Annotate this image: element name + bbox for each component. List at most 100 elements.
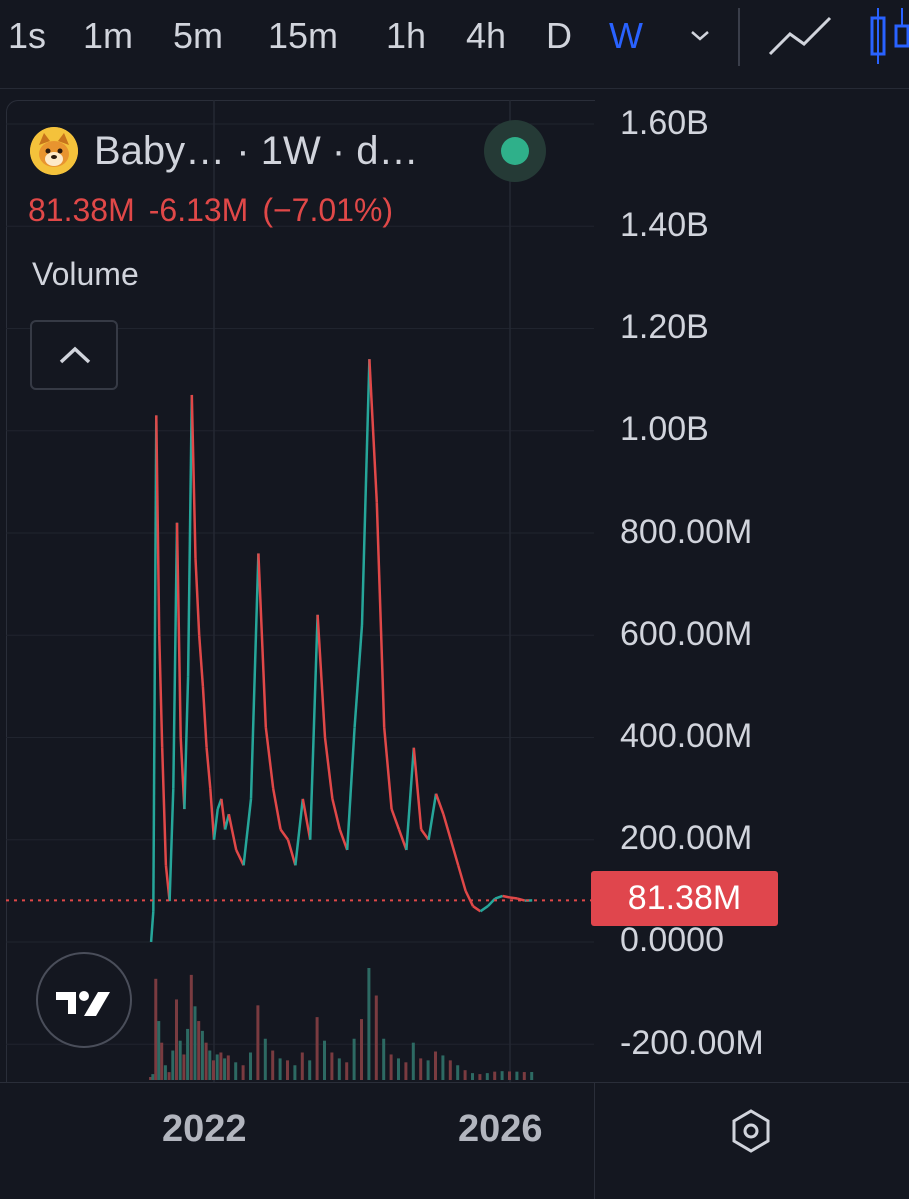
series-segment bbox=[160, 747, 168, 866]
series-segment bbox=[338, 829, 349, 851]
volume-bar bbox=[404, 1062, 408, 1080]
volume-bar bbox=[175, 999, 178, 1080]
volume-bar bbox=[286, 1060, 289, 1080]
change-value: -6.13M bbox=[148, 192, 249, 228]
x-tick-label: 2022 bbox=[162, 1108, 247, 1150]
volume-bar bbox=[151, 1074, 155, 1080]
timeframe-1s[interactable]: 1s bbox=[8, 15, 47, 56]
volume-bar bbox=[219, 1052, 223, 1080]
settings-icon[interactable] bbox=[728, 1108, 774, 1154]
axis-corner-border bbox=[594, 1082, 595, 1199]
series-segment bbox=[494, 894, 504, 900]
timeframe-w[interactable]: W bbox=[609, 15, 643, 56]
y-tick-label: 0.0000 bbox=[620, 921, 724, 959]
series-segment bbox=[175, 522, 182, 738]
volume-bar bbox=[315, 1017, 319, 1080]
series-segment bbox=[405, 747, 416, 851]
volume-bar bbox=[360, 1019, 363, 1080]
series-segment bbox=[479, 905, 489, 913]
series-segment bbox=[271, 788, 282, 830]
series-segment bbox=[279, 828, 290, 841]
series-segment bbox=[286, 839, 297, 866]
timeframe-1h[interactable]: 1h bbox=[386, 15, 427, 56]
volume-bar bbox=[171, 1050, 175, 1080]
y-tick-label: 1.60B bbox=[620, 104, 709, 142]
series-segment bbox=[486, 897, 497, 908]
series-segment bbox=[375, 502, 386, 728]
volume-bar bbox=[212, 1060, 215, 1080]
series-segment bbox=[152, 415, 158, 912]
series-segment bbox=[264, 727, 275, 789]
volume-bar bbox=[197, 1021, 201, 1080]
series-segment bbox=[382, 727, 393, 810]
tradingview-icon bbox=[56, 991, 110, 1016]
volume-bar bbox=[441, 1055, 445, 1080]
y-tick-label: 400.00M bbox=[620, 717, 753, 755]
series-lines bbox=[149, 359, 533, 943]
chevron-down-icon[interactable] bbox=[686, 22, 714, 50]
tradingview-logo[interactable] bbox=[36, 952, 132, 1048]
y-tick-label: -200.00M bbox=[620, 1024, 764, 1062]
series-segment bbox=[316, 614, 327, 738]
timeframe-15m[interactable]: 15m bbox=[268, 15, 339, 56]
change-percent: (−7.01%) bbox=[262, 192, 394, 228]
chart-panel[interactable] bbox=[6, 100, 595, 1083]
series-segment bbox=[420, 828, 430, 841]
line-chart-icon[interactable] bbox=[768, 14, 832, 58]
series-segment bbox=[194, 558, 201, 636]
volume-bar bbox=[508, 1071, 511, 1080]
series-segment bbox=[205, 747, 212, 789]
volume-bar bbox=[434, 1051, 437, 1080]
toolbar-divider bbox=[738, 8, 740, 66]
volume-bar bbox=[426, 1060, 430, 1080]
chevron-up-icon bbox=[59, 346, 91, 364]
volume-bar bbox=[167, 1072, 171, 1080]
series-segment bbox=[190, 394, 197, 559]
volume-bar bbox=[178, 1040, 182, 1080]
y-tick-label: 1.20B bbox=[620, 308, 709, 346]
series-segment bbox=[149, 911, 155, 943]
timeframe-d[interactable]: D bbox=[546, 15, 572, 56]
y-tick-label: 200.00M bbox=[620, 819, 753, 857]
series-segment bbox=[308, 614, 319, 840]
volume-bar bbox=[374, 995, 378, 1080]
symbol-title: Baby… · 1W · d… bbox=[94, 128, 419, 173]
series-segment bbox=[249, 553, 260, 799]
collapse-legend-button[interactable] bbox=[30, 320, 118, 390]
timeframe-4h[interactable]: 4h bbox=[466, 15, 507, 56]
volume-bar bbox=[157, 1021, 161, 1080]
volume-bar bbox=[293, 1065, 297, 1080]
volume-bar bbox=[241, 1065, 245, 1080]
volume-bar bbox=[308, 1060, 312, 1080]
volume-bar bbox=[367, 968, 371, 1080]
timeframe-5m[interactable]: 5m bbox=[173, 15, 224, 56]
series-segment bbox=[353, 624, 364, 728]
token-avatar bbox=[30, 127, 78, 175]
volume-bar bbox=[249, 1052, 252, 1080]
volume-bar bbox=[278, 1058, 282, 1080]
series-segment bbox=[442, 813, 453, 841]
y-tick-label: 600.00M bbox=[620, 615, 753, 653]
volume-bar bbox=[271, 1050, 275, 1080]
volume-bar bbox=[330, 1052, 334, 1080]
y-tick-label: 1.40B bbox=[620, 206, 709, 244]
series-segment bbox=[227, 813, 238, 851]
volume-bar bbox=[200, 1030, 204, 1080]
symbol-legend[interactable]: Baby… · 1W · d… bbox=[30, 126, 419, 176]
last-value: 81.38M bbox=[28, 192, 135, 228]
y-tick-label: 800.00M bbox=[620, 513, 753, 551]
legend-values: 81.38M -6.13M (−7.01%) bbox=[28, 192, 407, 229]
volume-bar bbox=[389, 1054, 393, 1080]
volume-bar bbox=[522, 1072, 526, 1080]
series-segment bbox=[456, 864, 467, 892]
series-segment bbox=[517, 897, 526, 902]
market-open-dot bbox=[501, 137, 529, 165]
series-segment bbox=[157, 635, 164, 748]
volume-bars bbox=[149, 968, 534, 1080]
candlestick-icon[interactable] bbox=[866, 6, 909, 66]
volume-bar bbox=[323, 1040, 326, 1080]
series-segment bbox=[209, 788, 216, 840]
volume-bar bbox=[160, 1042, 164, 1080]
timeframe-1m[interactable]: 1m bbox=[83, 15, 134, 56]
